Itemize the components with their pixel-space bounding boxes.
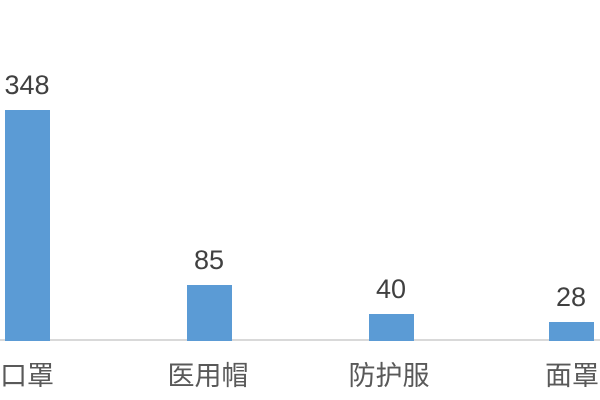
x-axis-line: [0, 339, 600, 341]
bar-group-mask: 348: [0, 69, 87, 341]
bar-face-shield: [548, 322, 594, 341]
bar-protective-suit: [368, 314, 414, 341]
value-label-medical-cap: 85: [193, 245, 225, 275]
bar-mask: [4, 110, 50, 341]
value-label-protective-suit: 40: [375, 274, 407, 304]
category-label-mask: 口罩: [0, 361, 54, 391]
value-label-face-shield: 28: [555, 282, 587, 312]
value-label-mask: 348: [4, 70, 50, 100]
bar-group-medical-cap: 85: [149, 244, 269, 341]
bar-group-protective-suit: 40: [331, 273, 451, 341]
category-label-medical-cap: 医用帽: [167, 361, 249, 391]
bar-medical-cap: [186, 285, 232, 341]
bar-group-face-shield: 28: [511, 281, 600, 341]
category-label-protective-suit: 防护服: [348, 361, 430, 391]
category-label-face-shield: 面罩: [545, 361, 599, 391]
